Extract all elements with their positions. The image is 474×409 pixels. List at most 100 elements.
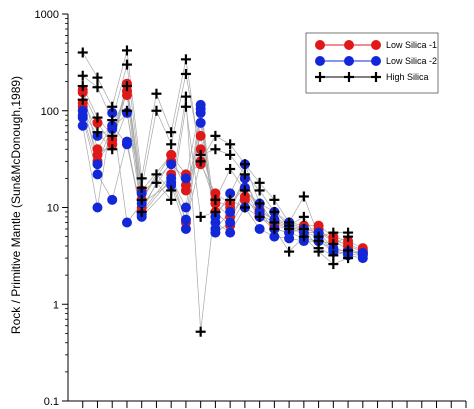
high-silica-point <box>166 139 177 150</box>
high-silica-point <box>343 253 354 264</box>
legend-marker <box>344 56 354 66</box>
low-silica-2-point <box>107 194 118 205</box>
legend-marker <box>371 56 381 66</box>
low-silica-2-point <box>136 188 147 199</box>
high-silica-point <box>239 185 250 196</box>
high-silica-point <box>136 173 147 184</box>
high-silica-point <box>269 194 280 205</box>
legend-label: Low Silica -1 <box>386 40 437 50</box>
low-silica-2-point <box>254 223 265 234</box>
high-silica-point <box>254 198 265 209</box>
legend-label: Low Silica -2 <box>386 56 437 66</box>
legend-marker <box>315 40 325 50</box>
high-silica-point <box>210 194 221 205</box>
high-silica-point <box>77 70 88 81</box>
y-axis-title: Rock / Primitive Mantle (Sun&McDonough,1… <box>9 76 23 334</box>
high-silica-point <box>210 206 221 217</box>
high-silica-point <box>195 149 206 160</box>
low-silica-2-point <box>77 110 88 121</box>
high-silica-point <box>343 231 354 242</box>
high-silica-point <box>239 159 250 170</box>
low-silica-1-point <box>195 130 206 141</box>
y-axis: 0.1 1 10 100 1000 <box>35 9 69 408</box>
high-silica-point <box>239 169 250 180</box>
low-silica-2-point <box>92 159 103 170</box>
low-silica-2-point <box>225 227 236 238</box>
low-silica-2-point <box>328 244 339 255</box>
data-markers <box>77 45 368 337</box>
high-silica-point <box>225 139 236 150</box>
high-silica-point <box>254 185 265 196</box>
low-silica-2-point <box>121 217 132 228</box>
high-silica-point <box>77 81 88 92</box>
high-silica-point <box>195 326 206 337</box>
high-silica-point <box>210 130 221 141</box>
high-silica-point <box>136 194 147 205</box>
high-silica-point <box>180 54 191 65</box>
high-silica-point <box>180 68 191 79</box>
low-silica-2-point <box>210 217 221 228</box>
high-silica-point <box>284 223 295 234</box>
high-silica-point <box>151 88 162 99</box>
high-silica-point <box>92 112 103 123</box>
low-silica-2-point <box>92 202 103 213</box>
legend-label: High Silica <box>386 72 429 82</box>
low-silica-2-point <box>357 249 368 260</box>
low-silica-1-point <box>92 117 103 128</box>
high-silica-point <box>298 211 309 222</box>
y-tick-label: 100 <box>41 106 59 118</box>
low-silica-1-point <box>239 191 250 202</box>
legend-marker <box>344 40 354 50</box>
low-silica-2-point <box>225 217 236 228</box>
low-silica-1-point <box>180 185 191 196</box>
legend-marker <box>315 72 325 82</box>
low-silica-2-point <box>107 120 118 131</box>
low-silica-2-point <box>180 173 191 184</box>
high-silica-point <box>269 206 280 217</box>
low-silica-2-point <box>225 206 236 217</box>
low-silica-1-point <box>166 149 177 160</box>
high-silica-point <box>107 115 118 126</box>
high-silica-point <box>107 144 118 155</box>
low-silica-2-point <box>180 214 191 225</box>
high-silica-point <box>180 101 191 112</box>
high-silica-point <box>195 211 206 222</box>
high-silica-point <box>166 194 177 205</box>
high-silica-point <box>136 182 147 193</box>
low-silica-2-point <box>166 159 177 170</box>
high-silica-point <box>313 246 324 257</box>
x-axis <box>68 400 467 408</box>
low-silica-2-point <box>121 139 132 150</box>
high-silica-point <box>298 191 309 202</box>
high-silica-point <box>151 169 162 180</box>
high-silica-point <box>284 246 295 257</box>
high-silica-point <box>151 177 162 188</box>
y-tick-label: 0.1 <box>44 396 59 408</box>
high-silica-point <box>92 127 103 138</box>
high-silica-point <box>328 227 339 238</box>
low-silica-2-point <box>225 188 236 199</box>
low-silica-2-point <box>77 120 88 131</box>
high-silica-point <box>121 105 132 116</box>
high-silica-point <box>166 127 177 138</box>
high-silica-point <box>225 194 236 205</box>
high-silica-point <box>121 81 132 92</box>
low-silica-2-point <box>107 107 118 118</box>
low-silica-2-point <box>180 223 191 234</box>
high-silica-point <box>328 238 339 249</box>
legend: Low Silica -1 Low Silica -2 High Silica <box>305 32 439 94</box>
low-silica-2-point <box>269 231 280 242</box>
high-silica-point <box>254 211 265 222</box>
high-silica-point <box>107 101 118 112</box>
high-silica-point <box>298 231 309 242</box>
legend-marker <box>371 72 381 82</box>
legend-marker <box>315 56 325 66</box>
low-silica-2-point <box>195 107 206 118</box>
low-silica-2-point <box>284 233 295 244</box>
high-silica-point <box>210 144 221 155</box>
low-silica-2-point <box>166 180 177 191</box>
low-silica-2-point <box>92 169 103 180</box>
high-silica-point <box>180 91 191 102</box>
legend-marker <box>371 40 381 50</box>
